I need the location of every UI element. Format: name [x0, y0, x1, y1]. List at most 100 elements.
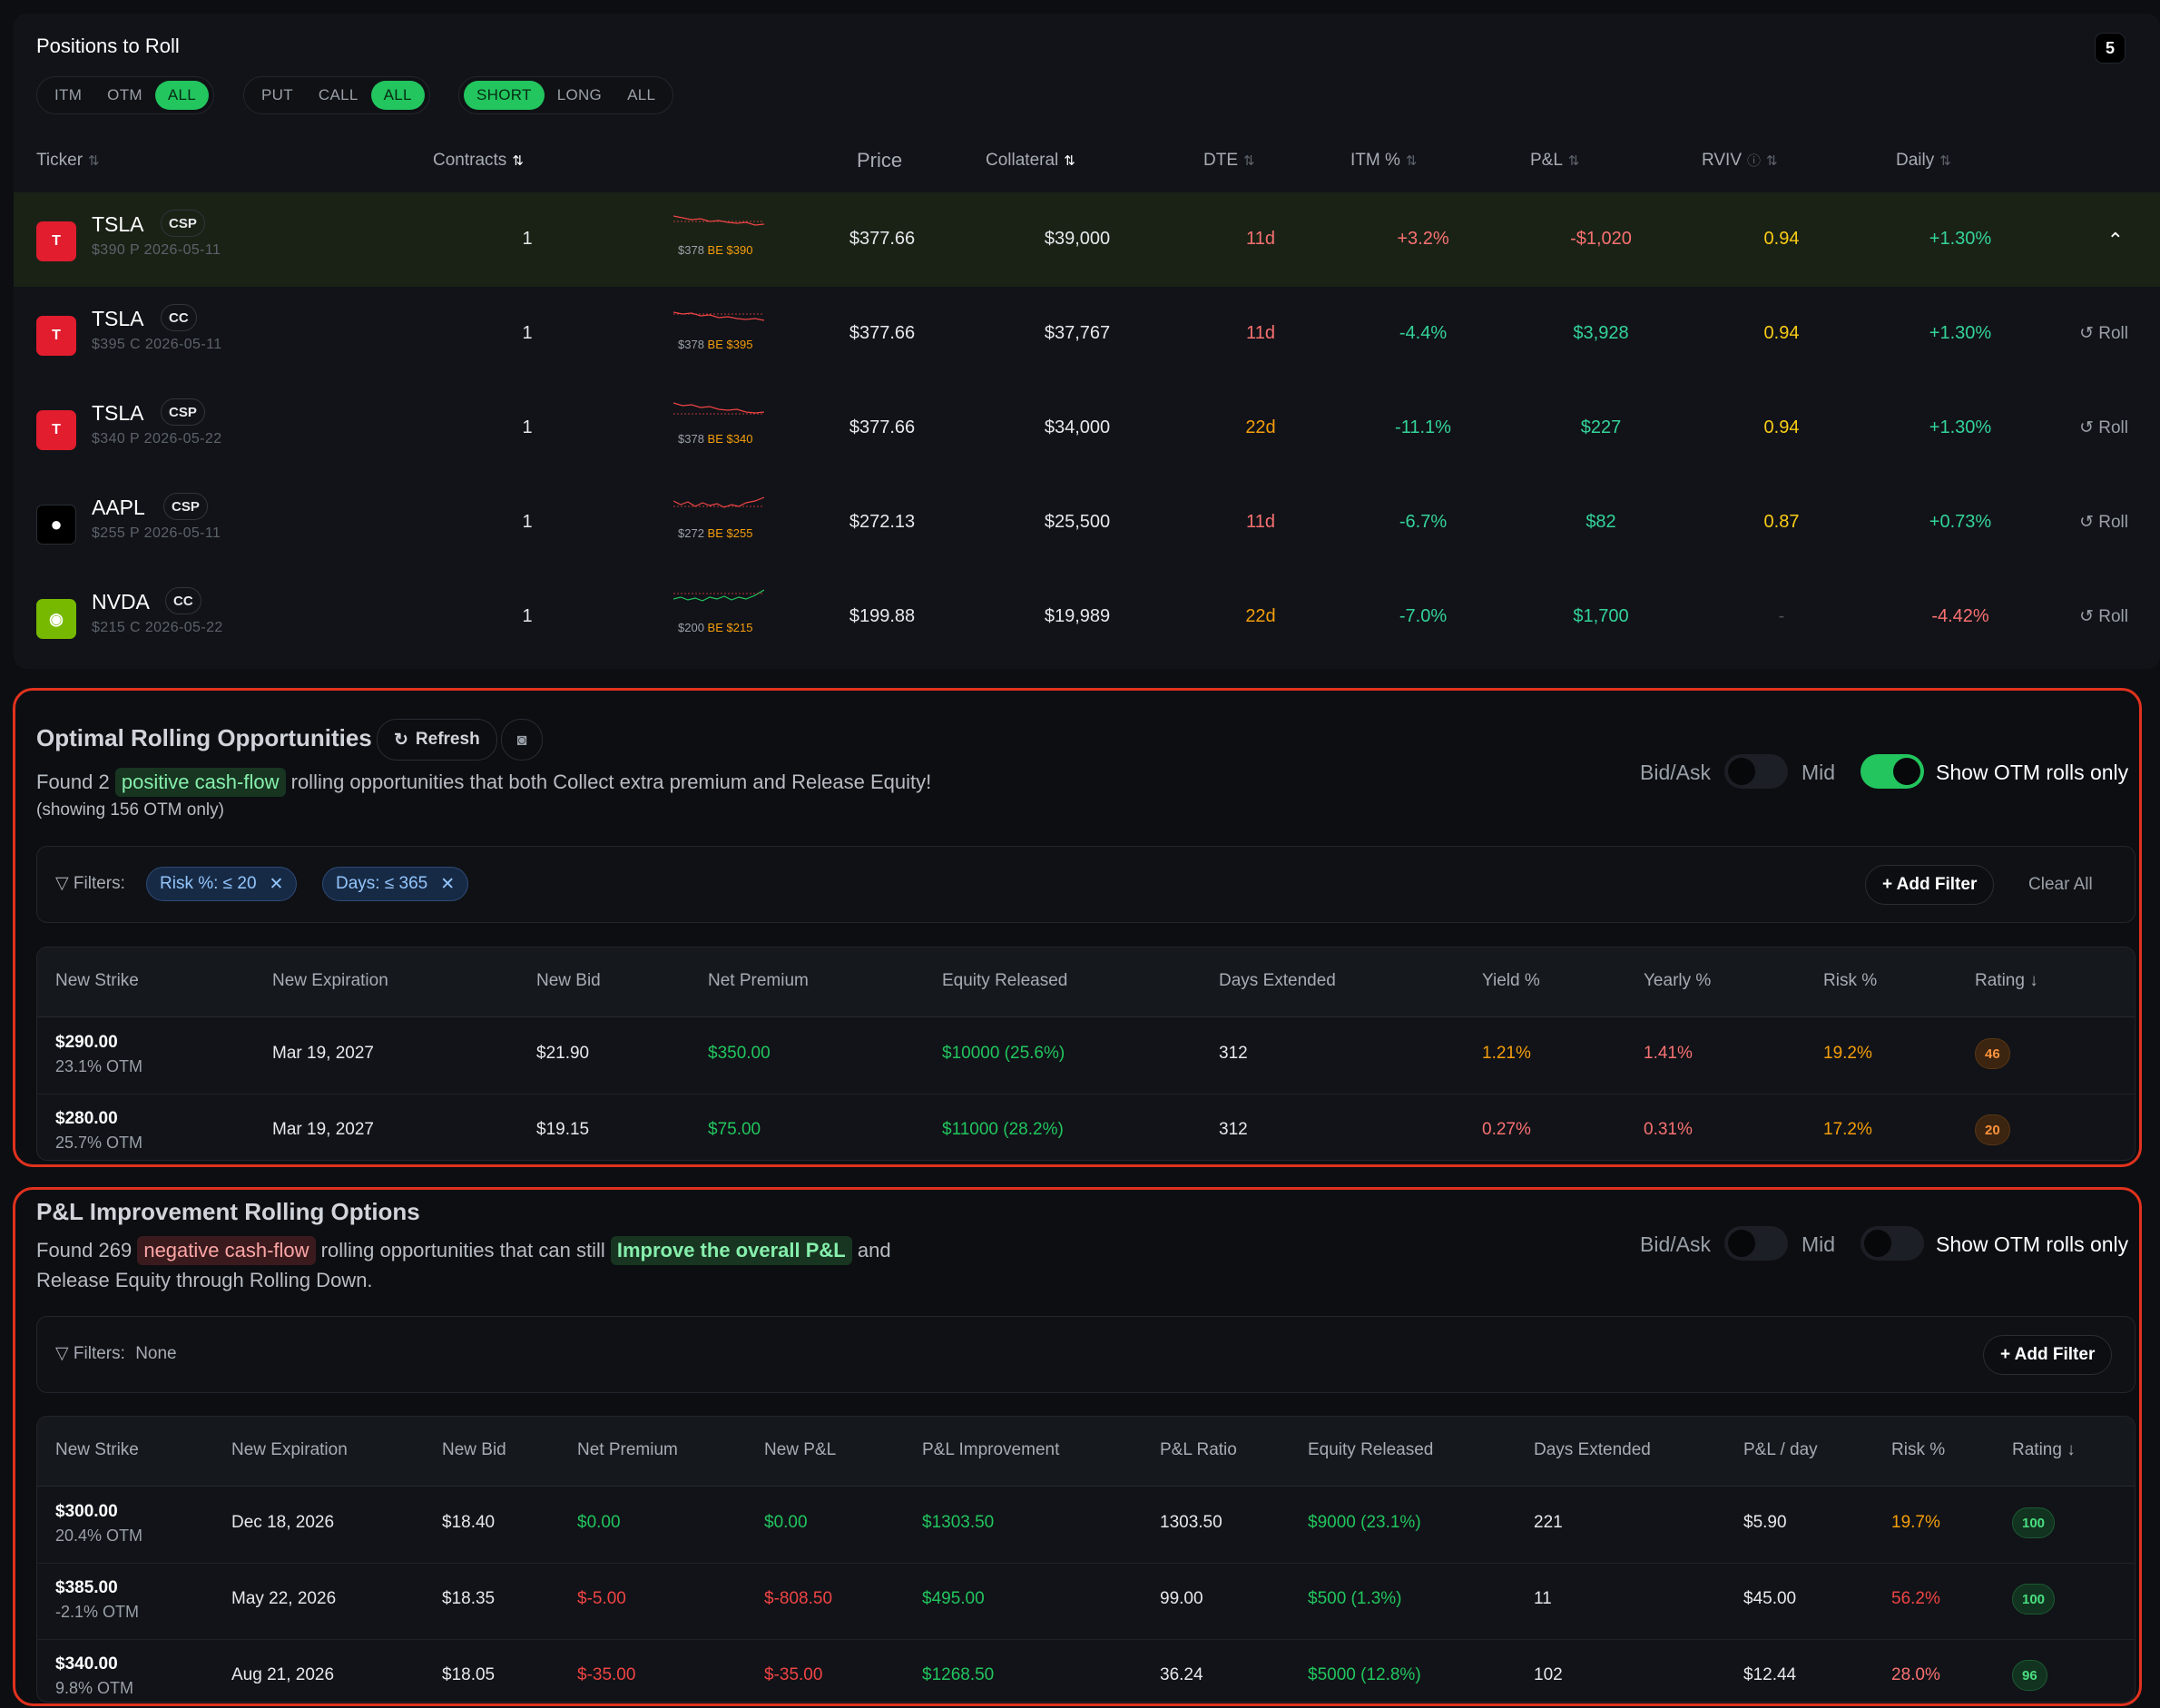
table-header: New Strike New Expiration New Bid Net Pr… [37, 947, 2135, 1017]
col-risk[interactable]: Risk % [1891, 1440, 1946, 1459]
dte-value: 11d [1246, 323, 1275, 343]
col-rating[interactable]: Rating ↓ [2012, 1440, 2076, 1459]
filter-chip-risk[interactable]: Risk %: ≤ 20 ✕ [146, 867, 298, 901]
table-row[interactable]: $290.00 23.1% OTM Mar 19, 2027 $21.90 $3… [37, 1018, 2135, 1094]
sort-icon: ⇅ [1405, 153, 1418, 169]
rviv-value: 0.87 [1763, 512, 1800, 532]
col-contracts[interactable]: Contracts ⇅ [433, 151, 524, 170]
optimal-title: Optimal Rolling Opportunities [36, 724, 372, 751]
roll-button[interactable]: ↺ Roll [2079, 418, 2128, 437]
col-equity-released[interactable]: Equity Released [1308, 1440, 1434, 1459]
table-row[interactable]: $385.00 -2.1% OTM May 22, 2026 $18.35 $-… [37, 1564, 2135, 1640]
add-filter-button[interactable]: + Add Filter [1865, 865, 1995, 905]
equity-released-value: $11000 (28.2%) [942, 1120, 1064, 1139]
col-net-premium[interactable]: Net Premium [577, 1440, 678, 1459]
col-new-expiration[interactable]: New Expiration [272, 971, 388, 990]
filter-itm[interactable]: ITM [54, 86, 83, 103]
col-daily[interactable]: Daily ⇅ [1896, 151, 1951, 170]
otm-only-label: Show OTM rolls only [1936, 1232, 2129, 1256]
filter-put[interactable]: PUT [261, 86, 293, 103]
roll-button[interactable]: ↺ Roll [2079, 324, 2128, 343]
strategy-tag: CSP [161, 398, 205, 426]
add-filter-button[interactable]: + Add Filter [1983, 1335, 2113, 1375]
filter-all-moneyness[interactable]: ALL [154, 81, 209, 110]
sort-icon: ⇅ [1567, 153, 1580, 169]
optimal-filter-bar: ▽ Filters: Risk %: ≤ 20 ✕ Days: ≤ 365 ✕ + … [36, 846, 2135, 923]
position-row[interactable]: T TSLA CSP $340 P 2026-05-22 1 $378 BE $… [14, 381, 2160, 476]
sparkline-labels: $272 BE $255 [678, 526, 753, 540]
expiration-value: Dec 18, 2026 [231, 1513, 335, 1532]
col-dte[interactable]: DTE ⇅ [1203, 151, 1255, 170]
collapse-chevron-icon[interactable]: ⌃ [2106, 229, 2124, 251]
col-new-pl[interactable]: New P&L [764, 1440, 837, 1459]
col-pl-improvement[interactable]: P&L Improvement [922, 1440, 1060, 1459]
col-equity-released[interactable]: Equity Released [942, 971, 1068, 990]
col-pl-per-day[interactable]: P&L / day [1743, 1440, 1818, 1459]
otm-only-toggle[interactable] [1861, 1226, 1924, 1261]
col-new-strike[interactable]: New Strike [55, 1440, 139, 1459]
col-new-bid[interactable]: New Bid [536, 971, 601, 990]
roll-button[interactable]: ↺ Roll [2079, 513, 2128, 532]
pl-filter-bar: ▽ Filters: None + Add Filter [36, 1316, 2135, 1393]
position-row[interactable]: T TSLA CSP $390 P 2026-05-11 1 $378 BE $… [14, 192, 2160, 287]
col-risk[interactable]: Risk % [1823, 971, 1878, 990]
filter-otm[interactable]: OTM [107, 86, 142, 103]
filter-all-type[interactable]: ALL [370, 81, 425, 110]
new-pl-value: $-35.00 [764, 1665, 823, 1684]
strike-value: $290.00 [55, 1033, 118, 1052]
clear-all-button[interactable]: Clear All [2028, 875, 2093, 894]
collateral-value: $39,000 [1044, 229, 1111, 249]
table-header: New Strike New Expiration New Bid Net Pr… [37, 1417, 2135, 1487]
bidask-mid-toggle[interactable] [1724, 1226, 1788, 1261]
refresh-button[interactable]: ↻ Refresh [377, 719, 497, 761]
position-row[interactable]: ● AAPL CSP $255 P 2026-05-11 1 $272 BE $… [14, 476, 2160, 570]
col-new-bid[interactable]: New Bid [442, 1440, 506, 1459]
strike-value: $280.00 [55, 1109, 118, 1128]
col-net-premium[interactable]: Net Premium [708, 971, 809, 990]
filter-call[interactable]: CALL [318, 86, 358, 103]
daily-value: +1.30% [1929, 417, 1992, 437]
position-row[interactable]: T TSLA CC $395 C 2026-05-11 1 $378 BE $3… [14, 287, 2160, 381]
strike-value: $340.00 [55, 1654, 118, 1674]
col-itm[interactable]: ITM % ⇅ [1350, 151, 1418, 170]
contract-detail: $390 P 2026-05-11 [92, 242, 221, 258]
remove-filter-icon[interactable]: ✕ [440, 874, 456, 894]
yield-value: 1.21% [1482, 1044, 1531, 1063]
screenshot-button[interactable]: ◙ [501, 719, 543, 761]
col-days-extended[interactable]: Days Extended [1534, 1440, 1651, 1459]
col-rating[interactable]: Rating ↓ [1975, 971, 2038, 990]
type-filter: PUT CALL ALL [243, 76, 430, 114]
filter-chip-days[interactable]: Days: ≤ 365 ✕ [322, 867, 469, 901]
negative-cashflow-highlight: negative cash-flow [137, 1236, 316, 1265]
bidask-mid-toggle[interactable] [1724, 754, 1788, 789]
itm-value: -6.7% [1399, 512, 1448, 532]
col-collateral[interactable]: Collateral ⇅ [986, 151, 1075, 170]
filter-all-side[interactable]: ALL [627, 86, 656, 103]
otm-only-toggle[interactable] [1861, 754, 1924, 789]
table-row[interactable]: $300.00 20.4% OTM Dec 18, 2026 $18.40 $0… [37, 1487, 2135, 1564]
positive-cashflow-highlight: positive cash-flow [114, 768, 286, 797]
col-days-extended[interactable]: Days Extended [1219, 971, 1336, 990]
table-row[interactable]: $280.00 25.7% OTM Mar 19, 2027 $19.15 $7… [37, 1094, 2135, 1160]
pl-title: P&L Improvement Rolling Options [36, 1198, 420, 1225]
contracts-value: 1 [522, 229, 533, 249]
roll-button[interactable]: ↺ Roll [2079, 607, 2128, 626]
pl-ratio-value: 1303.50 [1160, 1513, 1222, 1532]
col-ticker[interactable]: Ticker ⇅ [36, 151, 100, 170]
filter-short[interactable]: SHORT [464, 81, 545, 110]
net-premium-value: $-35.00 [577, 1665, 636, 1684]
col-yearly[interactable]: Yearly % [1644, 971, 1712, 990]
pl-value: $82 [1586, 512, 1616, 532]
pl-ratio-value: 99.00 [1160, 1589, 1203, 1608]
table-row[interactable]: $340.00 9.8% OTM Aug 21, 2026 $18.05 $-3… [37, 1640, 2135, 1702]
col-pl-ratio[interactable]: P&L Ratio [1160, 1440, 1237, 1459]
col-new-expiration[interactable]: New Expiration [231, 1440, 348, 1459]
filter-long[interactable]: LONG [556, 86, 603, 103]
col-pl[interactable]: P&L ⇅ [1530, 151, 1580, 170]
remove-filter-icon[interactable]: ✕ [269, 874, 284, 894]
col-yield[interactable]: Yield % [1482, 971, 1540, 990]
col-rviv[interactable]: RVIV ⓘ ⇅ [1702, 151, 1778, 170]
col-new-strike[interactable]: New Strike [55, 971, 139, 990]
collateral-value: $25,500 [1044, 512, 1111, 532]
position-row[interactable]: ◉ NVDA CC $215 C 2026-05-22 1 $200 BE $2… [14, 570, 2160, 664]
